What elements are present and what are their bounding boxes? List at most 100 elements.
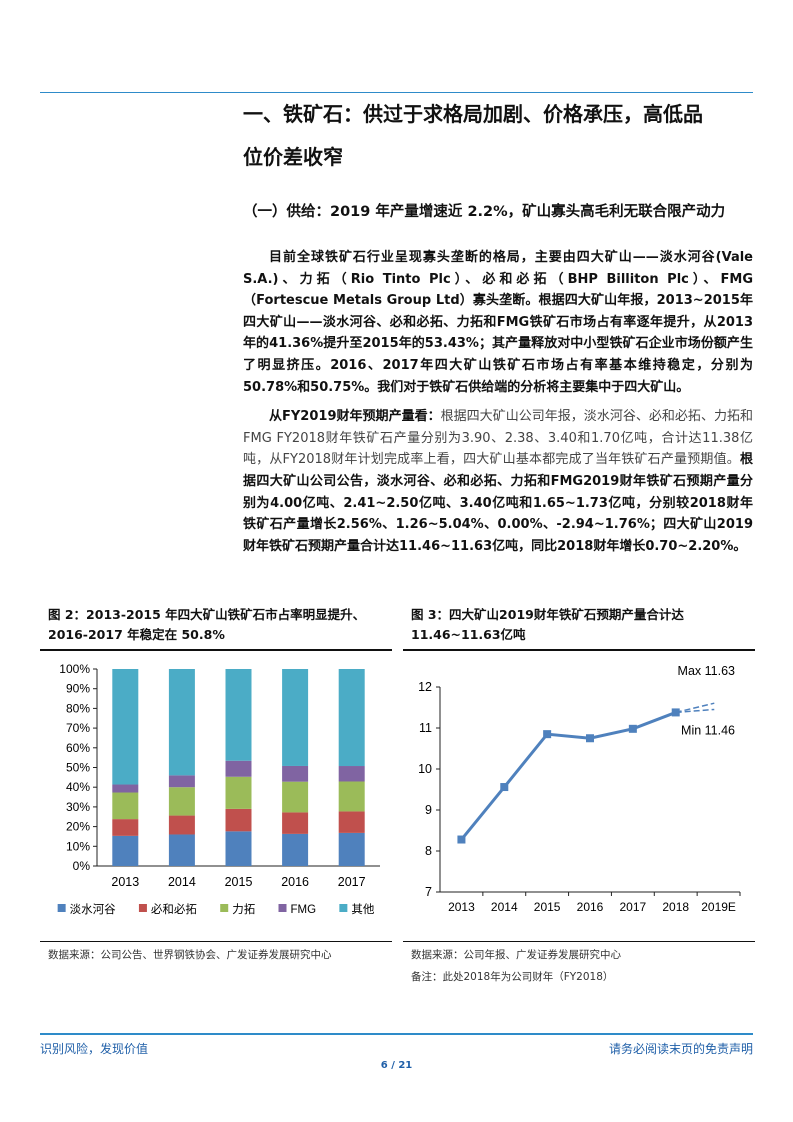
figure-2: 图 2：2013-2015 年四大矿山铁矿石市占率明显提升、2016-2017 … [40, 605, 392, 988]
para-lead: 从FY2019财年预期产量看： [269, 409, 441, 425]
section-title-line1: 一、铁矿石：供过于求格局加剧、价格承压，高低品 [243, 102, 703, 126]
y-tick-label: 12 [418, 680, 432, 694]
legend-label: 力拓 [232, 902, 255, 916]
min-annotation: Min 11.46 [681, 723, 735, 737]
bar-segment [225, 830, 252, 866]
bar-segment [225, 808, 252, 831]
bar-segment [168, 833, 195, 866]
bar-segment [168, 774, 195, 787]
x-tick-label: 2013 [448, 900, 475, 914]
fig2-source-rule [40, 940, 392, 942]
forecast-min-line [675, 708, 715, 713]
paragraph-market-share: 目前全球铁矿石行业呈现寡头垄断的格局，主要由四大矿山——淡水河谷(Vale S.… [243, 250, 753, 395]
text-column: 一、铁矿石：供过于求格局加剧、价格承压，高低品 位价差收窄 （一）供给：2019… [243, 93, 753, 557]
y-tick-label: 20% [66, 819, 90, 833]
legend-swatch [138, 903, 147, 912]
x-tick-label: 2013 [111, 875, 139, 889]
x-tick-label: 2018 [662, 900, 689, 914]
y-tick-label: 90% [66, 681, 90, 695]
x-tick-label: 2014 [168, 875, 196, 889]
fig3-caption: 图 3：四大矿山2019财年铁矿石预期产量合计达11.46~11.63亿吨 [411, 607, 684, 642]
bar-segment [112, 792, 139, 819]
page-number: 6 / 21 [380, 1060, 413, 1071]
series-line [460, 710, 677, 840]
y-tick-label: 0% [73, 859, 91, 873]
figure-3: 图 3：四大矿山2019财年铁矿石预期产量合计达11.46~11.63亿吨 7 8… [403, 605, 755, 988]
bar-segment [338, 810, 365, 833]
y-tick-label: 70% [66, 721, 90, 735]
legend-swatch [57, 903, 66, 912]
bar-segment [282, 765, 309, 782]
legend-swatch [220, 903, 229, 912]
fig3-note: 备注：此处2018年为公司财年（FY2018） [411, 970, 614, 983]
bar-segment [225, 668, 252, 761]
subsection-title: （一）供给：2019 年产量增速近 2.2%，矿山寡头高毛利无联合限产动力 [243, 204, 726, 220]
footer-disclaimer-link[interactable]: 请务必阅读末页的免责声明 [608, 1042, 753, 1056]
y-tick-label: 80% [66, 701, 90, 715]
legend-swatch [339, 903, 348, 912]
forecast-max-line [675, 701, 715, 713]
para-normal: 根据四大矿山公司年报，淡水河谷、必和必拓、力拓和FMG FY2018财年铁矿石产… [243, 409, 753, 468]
x-tick-label: 2017 [338, 875, 366, 889]
data-point [457, 835, 466, 844]
fig2-source: 数据来源：公司公告、世界钢铁协会、广发证券发展研究中心 [48, 948, 332, 961]
x-tick-label: 2014 [491, 900, 518, 914]
y-tick-label: 10 [418, 762, 432, 776]
bar-segment [338, 832, 365, 866]
bar-segment [168, 668, 195, 775]
fig3-source: 数据来源：公司年报、广发证券发展研究中心 [411, 948, 621, 961]
section-title-line2: 位价差收窄 [243, 145, 343, 169]
y-tick-label: 60% [66, 740, 90, 754]
bar-segment [338, 780, 365, 811]
bar-segment [338, 668, 365, 766]
stacked-bar-chart: 0% 10% 20% 30% 40% 50% 60% 70% 80% 90% 100% 2013 201… [57, 662, 380, 916]
y-tick-label: 7 [425, 885, 432, 899]
bar-segment [168, 815, 195, 834]
figures-row: 图 2：2013-2015 年四大矿山铁矿石市占率明显提升、2016-2017 … [40, 605, 755, 988]
bar-segment [338, 765, 365, 781]
footer-rule [40, 1033, 753, 1035]
fig3-source-rule [403, 940, 755, 942]
bar-segment [282, 811, 309, 834]
x-tick-label: 2015 [225, 875, 253, 889]
x-tick-label: 2019E [701, 900, 736, 914]
y-tick-label: 100% [59, 662, 90, 676]
max-annotation: Max 11.63 [678, 664, 735, 678]
bar-segment [168, 786, 195, 816]
fig2-caption: 图 2：2013-2015 年四大矿山铁矿石市占率明显提升、2016-2017 … [48, 607, 366, 642]
bar-segment [112, 835, 139, 866]
x-tick-label: 2017 [620, 900, 647, 914]
y-tick-label: 50% [66, 760, 90, 774]
bar-segment [112, 668, 139, 785]
legend-label: 其他 [351, 903, 374, 916]
footer-slogan: 识别风险，发现价值 [40, 1042, 149, 1056]
bar-segment [112, 818, 139, 836]
x-tick-label: 2015 [534, 900, 561, 914]
y-tick-label: 9 [425, 803, 432, 817]
legend-swatch [278, 903, 287, 912]
data-point [628, 724, 637, 733]
x-tick-label: 2016 [281, 875, 309, 889]
bar-segment [282, 833, 309, 866]
header-rule [40, 92, 753, 93]
data-point [543, 729, 552, 738]
bar-segment [225, 776, 252, 809]
legend-label: FMG [291, 904, 317, 916]
y-tick-label: 10% [66, 839, 90, 853]
y-tick-label: 30% [66, 799, 90, 813]
bar-segment [282, 781, 309, 812]
bar-segment [225, 760, 252, 777]
data-point [500, 782, 509, 791]
y-tick-label: 40% [66, 780, 90, 794]
line-chart: 7 8 9 10 11 12 2013 2014 2015 2016 2017 2018 2019E Ma… [418, 664, 741, 914]
legend-label: 必和必拓 [151, 902, 197, 916]
y-tick-label: 8 [425, 844, 432, 858]
bar-segment [282, 668, 309, 766]
fig3-top-rule [403, 649, 755, 651]
y-tick-label: 11 [419, 721, 432, 735]
paragraph-fy2019-output: 从FY2019财年预期产量看：根据四大矿山公司年报，淡水河谷、必和必拓、力拓和F… [243, 406, 753, 557]
bar-segment [112, 784, 139, 793]
fig2-top-rule [40, 649, 392, 651]
x-tick-label: 2016 [577, 900, 604, 914]
